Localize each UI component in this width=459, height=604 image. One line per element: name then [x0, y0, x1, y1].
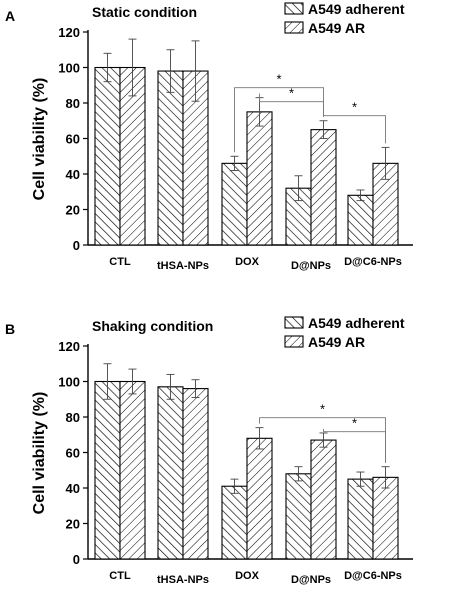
significance-star: * [352, 416, 357, 431]
panel-title: Static condition [92, 4, 197, 20]
x-tick-label: CTL [109, 570, 131, 582]
error-bar [191, 40, 200, 102]
error-bar [356, 189, 365, 202]
error-bar [128, 368, 137, 395]
error-bar [166, 49, 175, 93]
y-tick-label: 20 [66, 203, 80, 218]
y-tick-label: 20 [66, 517, 80, 532]
error-bar [103, 363, 112, 400]
bar-ar [372, 476, 399, 560]
bar-adherent [285, 473, 312, 560]
error-bar [191, 379, 200, 398]
panel-title: Shaking condition [92, 318, 213, 334]
significance-bracket [259, 93, 324, 117]
y-axis-label: Cell viability (%) [31, 392, 48, 515]
bar-ar [119, 66, 146, 246]
bar-adherent [347, 478, 374, 560]
bar-ar [119, 380, 146, 560]
error-bar [230, 478, 239, 494]
significance-star: * [352, 100, 357, 115]
legend-swatch-adherent [284, 316, 304, 329]
legend-label: A549 adherent [308, 315, 405, 331]
y-tick-label: 0 [73, 238, 80, 253]
error-bar [319, 432, 328, 448]
legend-label: A549 adherent [308, 1, 405, 17]
significance-star: * [289, 86, 294, 101]
legend-item-adherent: A549 adherent [284, 1, 405, 17]
legend-swatch-ar [284, 335, 304, 348]
legend-label: A549 AR [308, 20, 365, 36]
panel-a: A Static condition Cell viability (%) A5… [5, 1, 413, 272]
error-bar [230, 155, 239, 171]
error-bar [319, 120, 328, 139]
y-tick-label: 80 [66, 96, 80, 111]
bar-ar [182, 388, 209, 560]
x-tick-label: DOX [235, 570, 260, 582]
bar-ar [246, 437, 273, 560]
legend-label: A549 AR [308, 334, 365, 350]
x-tick-label: CTL [109, 256, 131, 268]
error-bar [166, 373, 175, 400]
x-tick-label: D@C6-NPs [344, 570, 402, 582]
x-tick-label: tHSA-NPs [157, 260, 209, 272]
y-tick-label: 60 [66, 132, 80, 147]
y-tick-label: 40 [66, 167, 80, 182]
x-tick-label: tHSA-NPs [157, 574, 209, 586]
y-tick-label: 120 [58, 339, 80, 354]
error-bar [294, 175, 303, 202]
legend-item-ar: A549 AR [284, 334, 365, 350]
legend-swatch-ar [284, 21, 304, 34]
legend-swatch-adherent [284, 2, 304, 15]
y-tick-label: 120 [58, 25, 80, 40]
panel-letter: A [5, 8, 15, 24]
plot-area: 0 20 40 60 80 100 120 CTL tHSA-NPs DOX D@NPs D@C6-N… [58, 25, 413, 272]
y-axis-label: Cell viability (%) [31, 78, 48, 201]
bar-adherent [221, 485, 248, 560]
plot-area: 0 20 40 60 80 100 120 CTL tHSA-NPs DOX D@NPs D@C6-N… [58, 339, 413, 586]
bar-adherent [157, 386, 184, 560]
bar-adherent [347, 194, 374, 246]
significance-bracket [323, 115, 386, 144]
bar-adherent [157, 70, 184, 246]
y-tick-label: 60 [66, 446, 80, 461]
error-bar [255, 427, 264, 450]
bar-ar [246, 111, 273, 246]
bar-adherent [94, 66, 121, 246]
y-tick-label: 100 [58, 61, 80, 76]
bar-adherent [221, 162, 248, 246]
significance-star: * [320, 402, 325, 417]
legend-item-ar: A549 AR [284, 20, 365, 36]
bar-ar [310, 129, 337, 246]
bar-adherent [94, 380, 121, 560]
legend-item-adherent: A549 adherent [284, 315, 405, 331]
x-tick-label: DOX [235, 256, 260, 268]
error-bar [128, 38, 137, 97]
error-bar [103, 52, 112, 83]
legend: A549 adherent A549 AR [284, 315, 405, 350]
y-tick-label: 0 [73, 552, 80, 567]
panel-b: B Shaking condition Cell viability (%) A… [5, 315, 413, 586]
bar-ar [372, 162, 399, 246]
y-tick-label: 40 [66, 481, 80, 496]
error-bar [294, 466, 303, 482]
legend: A549 adherent A549 AR [284, 1, 405, 36]
x-tick-label: D@NPs [291, 574, 331, 586]
x-tick-label: D@C6-NPs [344, 256, 402, 268]
y-tick-label: 80 [66, 410, 80, 425]
error-bar [381, 146, 390, 180]
error-bar [356, 471, 365, 487]
x-tick-label: D@NPs [291, 260, 331, 272]
error-bar [381, 466, 390, 489]
y-tick-label: 100 [58, 375, 80, 390]
significance-star: * [276, 72, 281, 87]
panel-letter: B [5, 321, 15, 337]
significance-bracket [323, 428, 386, 463]
bar-ar [310, 439, 337, 560]
